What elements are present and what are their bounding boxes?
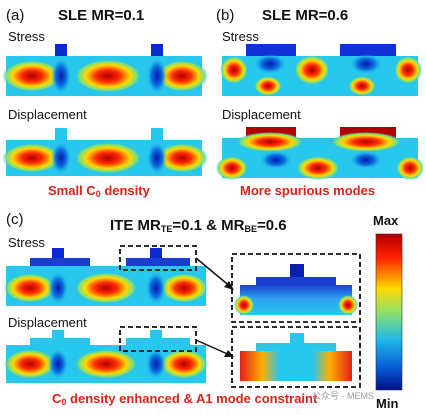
colorbar-min-label: Min xyxy=(376,396,399,411)
panel-a-caption: Small C0 density xyxy=(48,183,150,199)
panel-c-stress-field xyxy=(4,248,208,306)
panel-b-caption: More spurious modes xyxy=(240,183,376,198)
panel-c-caption: C0 density enhanced & A1 mode constraint xyxy=(52,391,318,407)
panel-a-stress-field xyxy=(2,44,208,96)
panel-a-title: SLE MR=0.1 xyxy=(58,7,145,24)
panel-b-displacement-field xyxy=(216,127,424,180)
panel-a-letter: (a) xyxy=(6,7,25,24)
colorbar xyxy=(375,233,403,391)
panel-c-letter: (c) xyxy=(6,211,24,228)
highlight-box-displacement xyxy=(119,326,197,352)
panel-b-title: SLE MR=0.6 xyxy=(262,7,349,24)
panel-a-displacement-field xyxy=(2,128,208,176)
colorbar-max-label: Max xyxy=(373,213,399,228)
watermark: 公众号 · MEMS xyxy=(312,391,374,401)
panel-b-stress-field xyxy=(220,44,422,96)
panel-a-displacement-label: Displacement xyxy=(8,107,87,122)
arrowhead-stress xyxy=(224,281,234,290)
panel-b-displacement-label: Displacement xyxy=(222,107,301,122)
zoom-inset-stress xyxy=(231,253,361,323)
zoom-inset-displacement xyxy=(231,326,361,388)
panel-c-displacement-label: Displacement xyxy=(8,315,87,330)
panel-c-displacement-field xyxy=(4,330,208,383)
panel-c-title: ITE MRTE=0.1 & MRBE=0.6 xyxy=(110,217,287,234)
arrowhead-displacement xyxy=(224,350,234,357)
panel-b-stress-label: Stress xyxy=(222,29,259,44)
connector-arrow-stress xyxy=(195,257,233,289)
panel-a-stress-label: Stress xyxy=(8,29,45,44)
panel-b-letter: (b) xyxy=(216,7,235,24)
connector-arrow-displacement xyxy=(195,339,233,357)
panel-c-stress-label: Stress xyxy=(8,235,45,250)
